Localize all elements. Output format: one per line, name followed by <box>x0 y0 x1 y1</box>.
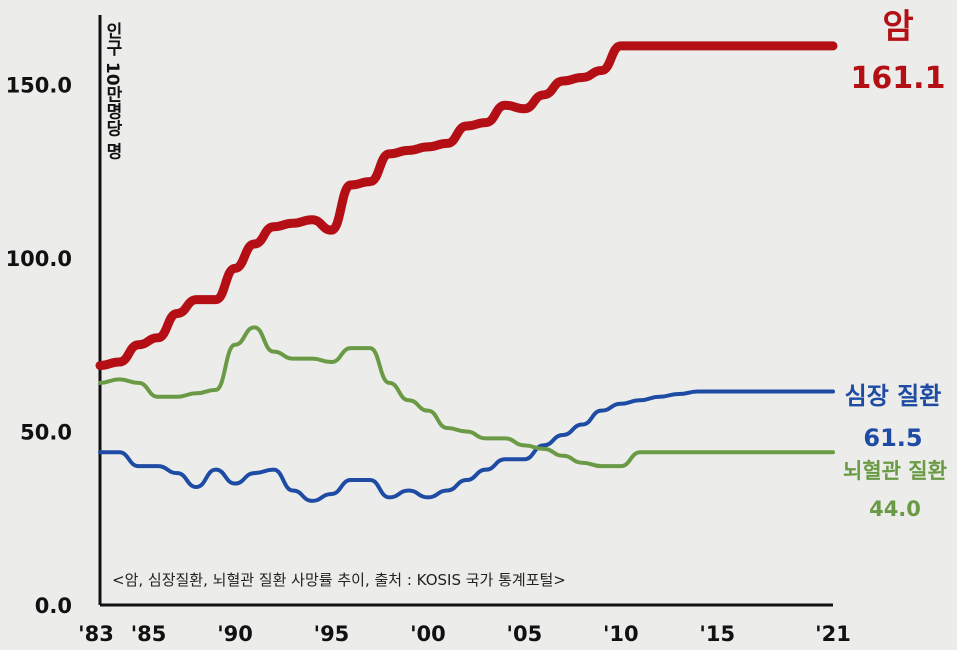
x-tick-label: '15 <box>699 622 735 646</box>
series-name-label: 심장 질환 <box>845 382 942 410</box>
x-tick-label: '00 <box>410 622 446 646</box>
series-name-label: 암 <box>882 7 913 47</box>
x-tick-label: '83 <box>78 622 114 646</box>
series-line <box>98 325 835 469</box>
x-tick-label: '10 <box>603 622 639 646</box>
source-note: <암, 심장질환, 뇌혈관 질환 사망률 추이, 출처 : KOSIS 국가 통… <box>112 571 566 589</box>
y-tick-label: 0.0 <box>35 594 72 618</box>
series-end-value: 44.0 <box>869 497 921 521</box>
x-tick-label: '90 <box>217 622 253 646</box>
series-line <box>95 41 838 371</box>
x-tick-label: '05 <box>507 622 543 646</box>
x-tick-label: '95 <box>314 622 350 646</box>
y-tick-label: 50.0 <box>20 420 72 444</box>
axes: 0.0 50.0 100.0 150.0 '83 '85 '90 '95 '00 '05 '10 '1… <box>6 15 851 646</box>
series-end-value: 61.5 <box>863 424 922 452</box>
y-axis-label: 인구 10만명당 명 <box>102 22 122 160</box>
x-tick-label: '21 <box>815 622 851 646</box>
y-tick-label: 100.0 <box>6 247 72 271</box>
series-end-value: 161.1 <box>851 61 946 96</box>
y-tick-label: 150.0 <box>6 73 72 97</box>
x-tick-label: '85 <box>131 622 167 646</box>
series-name-label: 뇌혈관 질환 <box>843 459 947 483</box>
series-labels: 암 161.1 심장 질환 61.5 뇌혈관 질환 44.0 <box>843 7 947 521</box>
series-lines <box>95 41 838 503</box>
series-line <box>98 389 835 503</box>
